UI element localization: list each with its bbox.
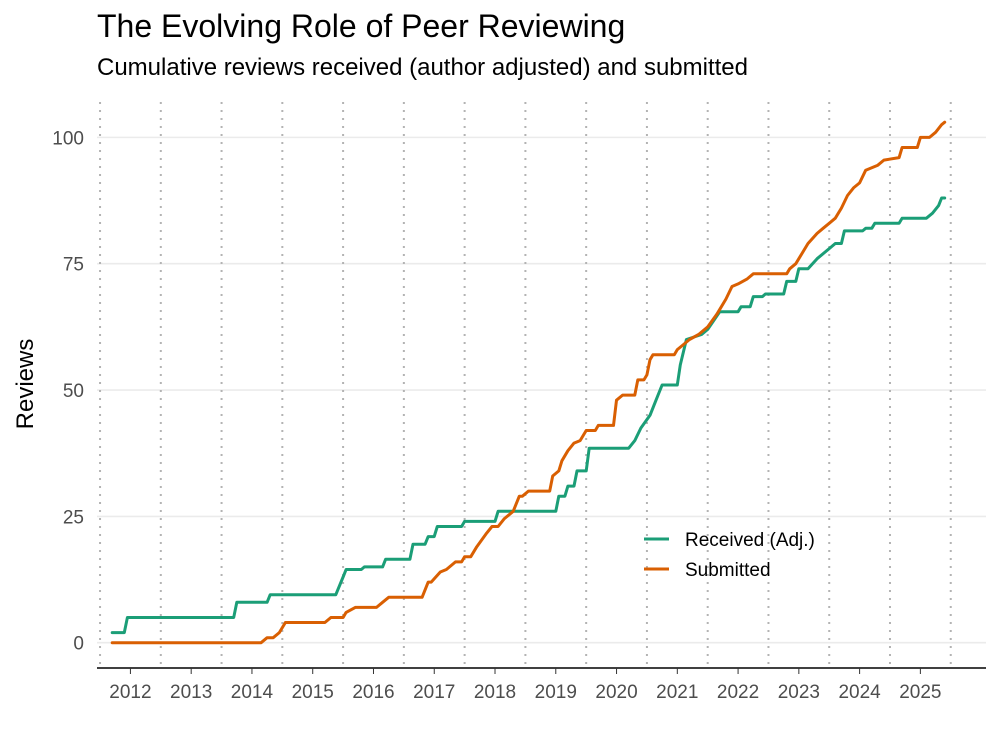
series-line-submitted [110, 120, 947, 645]
y-tick-label-50: 50 [63, 381, 84, 402]
legend-label-received: Received (Adj.) [685, 530, 815, 551]
x-tick-label-2023: 2023 [778, 682, 820, 703]
x-tick-label-2012: 2012 [109, 682, 151, 703]
x-tick-label-2021: 2021 [656, 682, 698, 703]
chart-title: The Evolving Role of Peer Reviewing [97, 8, 626, 44]
x-tick-label-2013: 2013 [170, 682, 212, 703]
x-tick-label-2022: 2022 [717, 682, 759, 703]
x-tick-label-2025: 2025 [899, 682, 941, 703]
x-tick-label-2015: 2015 [292, 682, 334, 703]
x-tick-label-2016: 2016 [352, 682, 394, 703]
x-tick-label-2024: 2024 [838, 682, 881, 703]
x-tick-label-2020: 2020 [595, 682, 637, 703]
y-tick-label-25: 25 [63, 507, 84, 528]
y-tick-label-75: 75 [63, 255, 84, 276]
legend-label-submitted: Submitted [685, 560, 771, 581]
tick-layer: 0 25 50 75 100 2012 2013 2014 2015 2016 2017 2018 20… [52, 128, 941, 703]
y-tick-label-0: 0 [73, 634, 84, 655]
x-tick-label-2017: 2017 [413, 682, 455, 703]
x-tick-label-2014: 2014 [231, 682, 274, 703]
y-axis-label: Reviews [12, 339, 39, 430]
series-line-received-adj [110, 196, 947, 635]
x-tick-label-2019: 2019 [535, 682, 577, 703]
series-layer [110, 120, 947, 645]
chart-subtitle: Cumulative reviews received (author adju… [97, 54, 748, 81]
y-tick-label-100: 100 [52, 128, 84, 149]
legend: Received (Adj.) Submitted [644, 530, 815, 581]
x-tick-label-2018: 2018 [474, 682, 516, 703]
